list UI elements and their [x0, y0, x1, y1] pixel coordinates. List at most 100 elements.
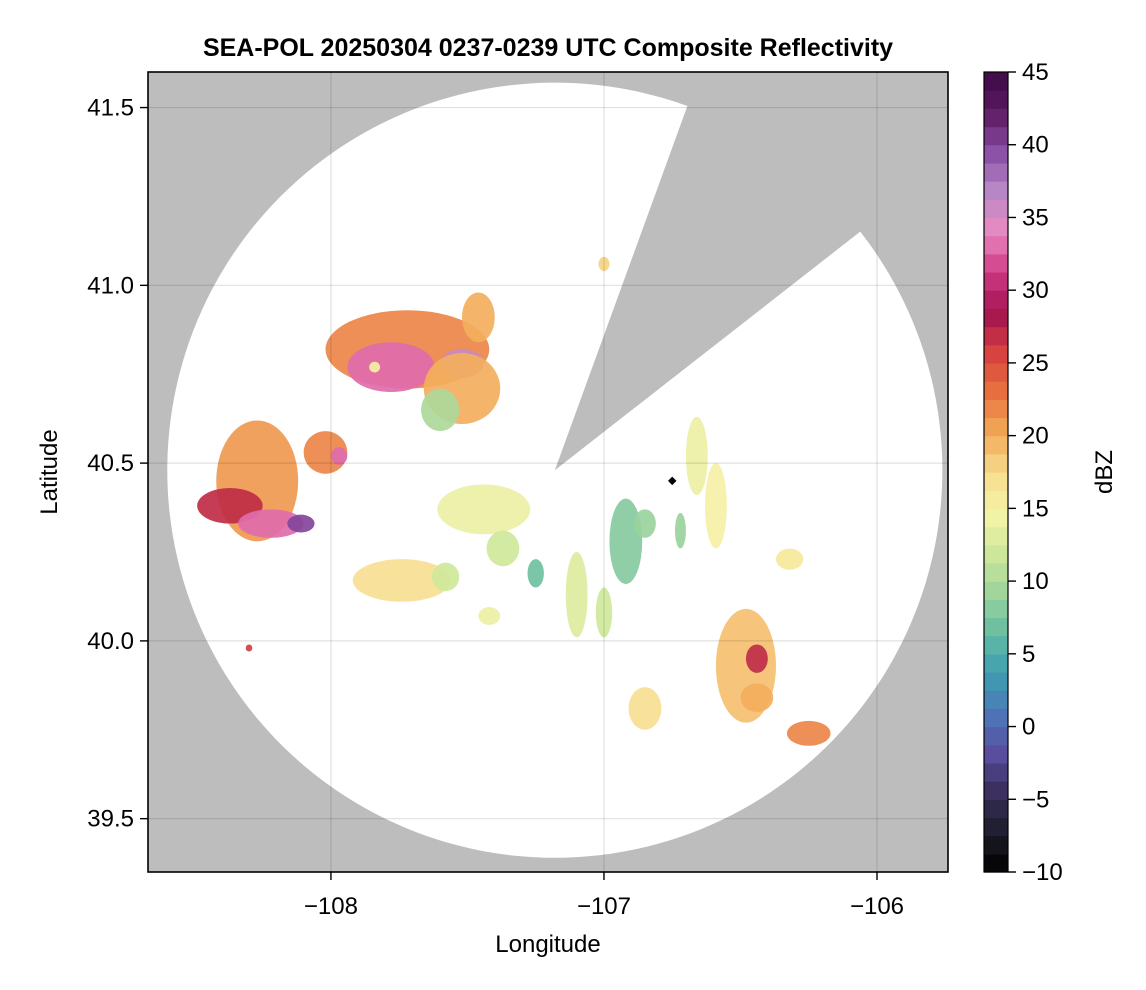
colorbar-segment: [984, 290, 1008, 309]
x-axis-label: Longitude: [495, 931, 600, 958]
echo-cell: [609, 498, 643, 584]
echo-cell: [674, 512, 686, 549]
x-tick-label: −108: [304, 893, 358, 920]
colorbar-segment: [984, 435, 1008, 455]
colorbar-tick-label: 25: [1022, 350, 1049, 377]
echo-cell: [461, 292, 495, 343]
echo-cell: [437, 484, 531, 535]
colorbar-segment: [984, 453, 1008, 473]
colorbar-tick-label: −5: [1022, 786, 1049, 813]
colorbar-segment: [984, 472, 1008, 491]
echo-cell: [685, 416, 708, 496]
colorbar-segment: [984, 853, 1008, 873]
colorbar-segment: [984, 490, 1008, 509]
colorbar-tick-label: 5: [1022, 641, 1035, 668]
colorbar-tick-label: 30: [1022, 277, 1049, 304]
echo-cell: [421, 388, 460, 432]
colorbar-segment: [984, 326, 1008, 346]
y-tick-label: 41.5: [87, 95, 134, 122]
echo-cell: [287, 514, 315, 533]
colorbar-segment: [984, 817, 1008, 837]
echo-cell: [740, 683, 774, 712]
y-tick-label: 40.0: [87, 628, 134, 655]
colorbar-segment: [984, 253, 1008, 273]
colorbar-label: dBZ: [1091, 450, 1118, 494]
colorbar-segment: [984, 562, 1008, 582]
colorbar-segment: [984, 726, 1008, 746]
x-tick-label: −107: [577, 893, 631, 920]
colorbar-segment: [984, 108, 1008, 128]
echo-cell: [238, 509, 304, 538]
grid-lines: [148, 72, 948, 872]
x-axis: −108 −107 −106: [304, 872, 904, 920]
echo-cell: [628, 687, 662, 730]
colorbar-tick-label: 15: [1022, 495, 1049, 522]
colorbar-tick-label: 45: [1022, 59, 1049, 86]
plot-frame: [147, 71, 949, 873]
colorbar-segment: [984, 217, 1008, 237]
echo-cell: [347, 342, 435, 392]
y-tick-label: 40.5: [87, 450, 134, 477]
colorbar-tick-label: −10: [1022, 859, 1063, 886]
colorbar-axis: −10 −5 0 5 10 15 20 25 30 35 40 45: [1008, 59, 1063, 886]
y-tick-label: 41.0: [87, 272, 134, 299]
colorbar-segment: [984, 126, 1008, 146]
colorbar-segment: [984, 708, 1008, 728]
echo-cell: [598, 256, 610, 272]
colorbar-segment: [984, 344, 1008, 364]
colorbar-segment: [984, 672, 1008, 691]
colorbar: [984, 72, 1008, 873]
colorbar-tick-label: 35: [1022, 204, 1049, 231]
colorbar-segment: [984, 508, 1008, 528]
colorbar-segment: [984, 744, 1008, 764]
colorbar-segment: [984, 544, 1008, 564]
echo-cell: [745, 644, 768, 673]
colorbar-tick-label: 20: [1022, 423, 1049, 450]
colorbar-segment: [984, 181, 1008, 200]
echo-cell: [527, 559, 544, 588]
colorbar-segment: [984, 617, 1008, 637]
colorbar-segment: [984, 362, 1008, 382]
y-tick-label: 39.5: [87, 806, 134, 833]
colorbar-segment: [984, 526, 1008, 546]
colorbar-segment: [984, 417, 1008, 437]
plot-area: [148, 72, 948, 872]
colorbar-segment: [984, 235, 1008, 255]
echo-cell: [478, 607, 501, 625]
chart-title: SEA-POL 20250304 0237-0239 UTC Composite…: [203, 34, 893, 62]
echo-cell: [786, 720, 831, 746]
echo-cell: [245, 644, 253, 652]
colorbar-segment: [984, 835, 1008, 855]
colorbar-segment: [984, 381, 1008, 400]
echo-cell: [634, 509, 656, 538]
y-axis: 39.5 40.0 40.5 41.0 41.5: [87, 95, 148, 833]
echo-cell: [565, 552, 588, 638]
colorbar-frame: [983, 71, 1009, 873]
colorbar-segment: [984, 308, 1008, 328]
site-marker: [667, 476, 677, 486]
echo-cell: [330, 447, 348, 465]
y-axis-label: Latitude: [36, 429, 63, 514]
colorbar-segment: [984, 653, 1008, 673]
echo-cell: [431, 562, 460, 592]
colorbar-segment: [984, 690, 1008, 709]
echo-cell: [595, 587, 613, 638]
colorbar-segment: [984, 799, 1008, 819]
x-tick-label: −106: [850, 893, 904, 920]
colorbar-segment: [984, 781, 1008, 800]
echo-cell: [352, 559, 452, 602]
colorbar-segment: [984, 762, 1008, 782]
echo-cell: [486, 530, 520, 567]
colorbar-tick-label: 10: [1022, 568, 1049, 595]
colorbar-segment: [984, 199, 1008, 219]
colorbar-tick-label: 0: [1022, 714, 1035, 741]
colorbar-segment: [984, 272, 1008, 291]
echo-cell: [369, 361, 381, 373]
colorbar-segment: [984, 635, 1008, 655]
colorbar-segment: [984, 90, 1008, 109]
colorbar-tick-label: 40: [1022, 132, 1049, 159]
colorbar-segment: [984, 72, 1008, 91]
colorbar-segment: [984, 399, 1008, 419]
colorbar-segment: [984, 599, 1008, 619]
